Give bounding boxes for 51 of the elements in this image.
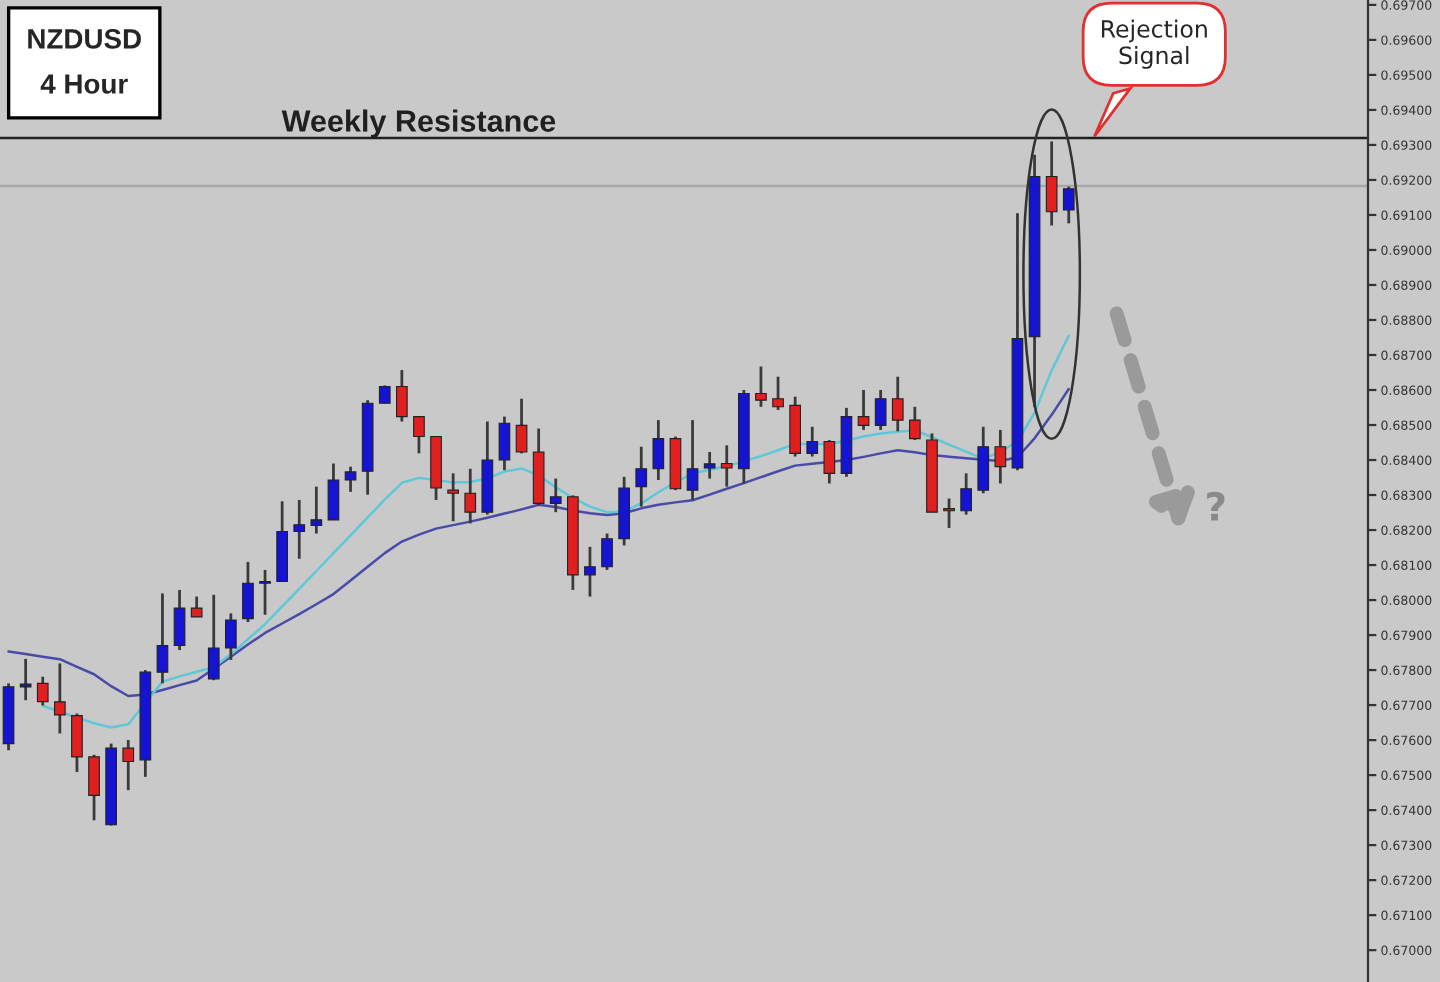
candlestick [806, 425, 819, 458]
candlestick [1062, 185, 1075, 225]
candlestick [310, 485, 323, 535]
candlestick [977, 425, 990, 495]
candlestick [823, 438, 836, 485]
candlestick [447, 471, 460, 523]
ref-line-label: Weekly Resistance [281, 109, 556, 138]
candlestick [891, 375, 904, 433]
candlestick [224, 611, 237, 662]
candlestick [156, 592, 169, 685]
candlestick [994, 428, 1007, 485]
candlestick [53, 662, 66, 735]
candlestick [908, 405, 921, 442]
candlestick [960, 471, 973, 517]
candlestick [395, 368, 408, 423]
candlestick [498, 415, 511, 472]
candlestick [755, 365, 767, 409]
candlestick [943, 497, 955, 530]
candlestick [19, 657, 32, 702]
candlestick [635, 445, 648, 508]
candlestick [413, 415, 425, 455]
candlestick [207, 593, 220, 682]
candlestick [549, 477, 562, 514]
candlestick [686, 418, 699, 502]
candlestick [242, 560, 254, 624]
candlestick [772, 375, 784, 412]
candlestick [122, 738, 135, 792]
candlestick [259, 568, 271, 617]
candlestick [327, 462, 340, 522]
candlestick [584, 545, 596, 598]
candlestick [71, 712, 83, 774]
candlestick [293, 498, 306, 561]
candlestick [464, 467, 477, 525]
candlestick [190, 595, 203, 619]
text: NZDUSD [28, 29, 141, 49]
candlestick [515, 397, 528, 455]
candlestick [36, 675, 49, 707]
candlestick [88, 753, 100, 822]
annotation: Rejection Signal [1101, 19, 1207, 69]
line-series [7, 387, 1070, 698]
annotation: ? [1207, 491, 1225, 521]
text: 4 Hour [40, 74, 128, 94]
candlestick [344, 465, 357, 494]
candlestick [652, 418, 665, 482]
candlestick [857, 388, 870, 432]
candlestick [601, 532, 613, 572]
candlestick [720, 443, 733, 489]
candlestick [703, 450, 716, 480]
candlestick [173, 588, 186, 652]
candlestick [789, 395, 802, 458]
candlestick [874, 388, 887, 432]
